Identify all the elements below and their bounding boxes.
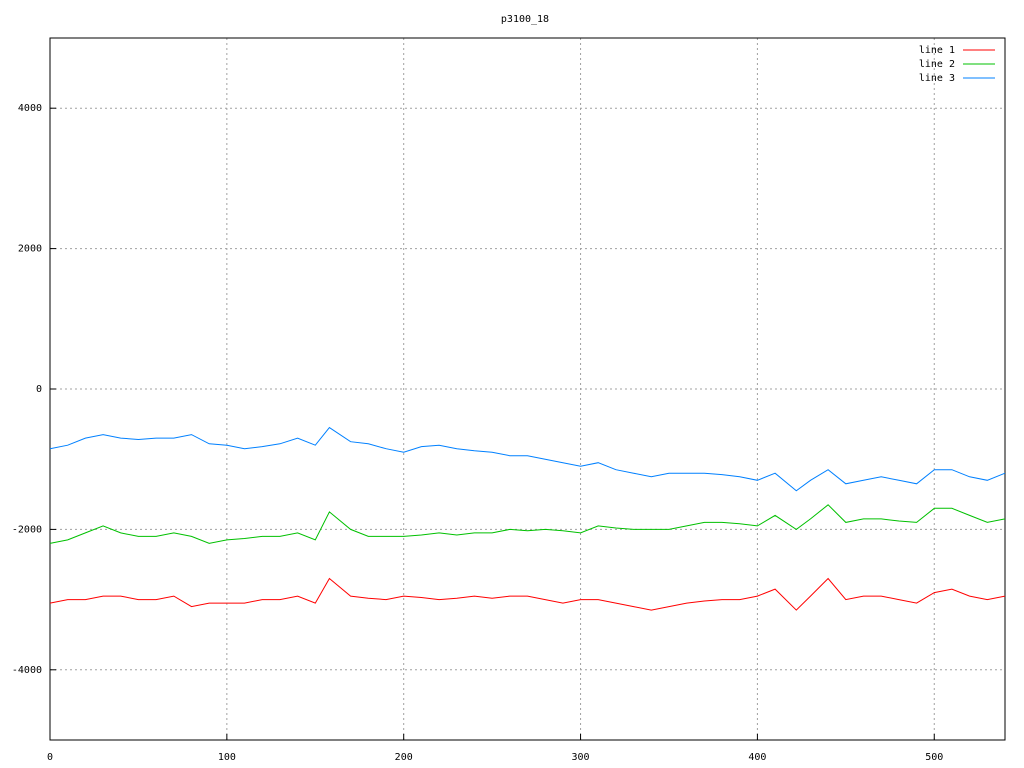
x-tick-label: 200 bbox=[395, 752, 413, 763]
chart-title: p3100_18 bbox=[501, 14, 549, 25]
data-line bbox=[49, 577, 1006, 611]
legend-label: line 1 bbox=[919, 45, 955, 56]
y-tick-label: -4000 bbox=[12, 665, 42, 676]
y-tick-label: 2000 bbox=[18, 244, 42, 255]
plot-frame bbox=[49, 37, 1006, 741]
x-tick-label: 400 bbox=[748, 752, 766, 763]
data-line bbox=[49, 426, 1006, 492]
y-tick-label: 4000 bbox=[18, 103, 42, 114]
x-tick-label: 500 bbox=[925, 752, 943, 763]
y-tick-label: -2000 bbox=[12, 524, 42, 535]
y-tick-label: 0 bbox=[36, 384, 42, 395]
x-tick-label: 100 bbox=[218, 752, 236, 763]
x-tick-label: 0 bbox=[47, 752, 53, 763]
legend-label: line 3 bbox=[919, 73, 955, 84]
legend-label: line 2 bbox=[919, 59, 955, 70]
data-line bbox=[49, 504, 1006, 544]
x-tick-label: 300 bbox=[572, 752, 590, 763]
